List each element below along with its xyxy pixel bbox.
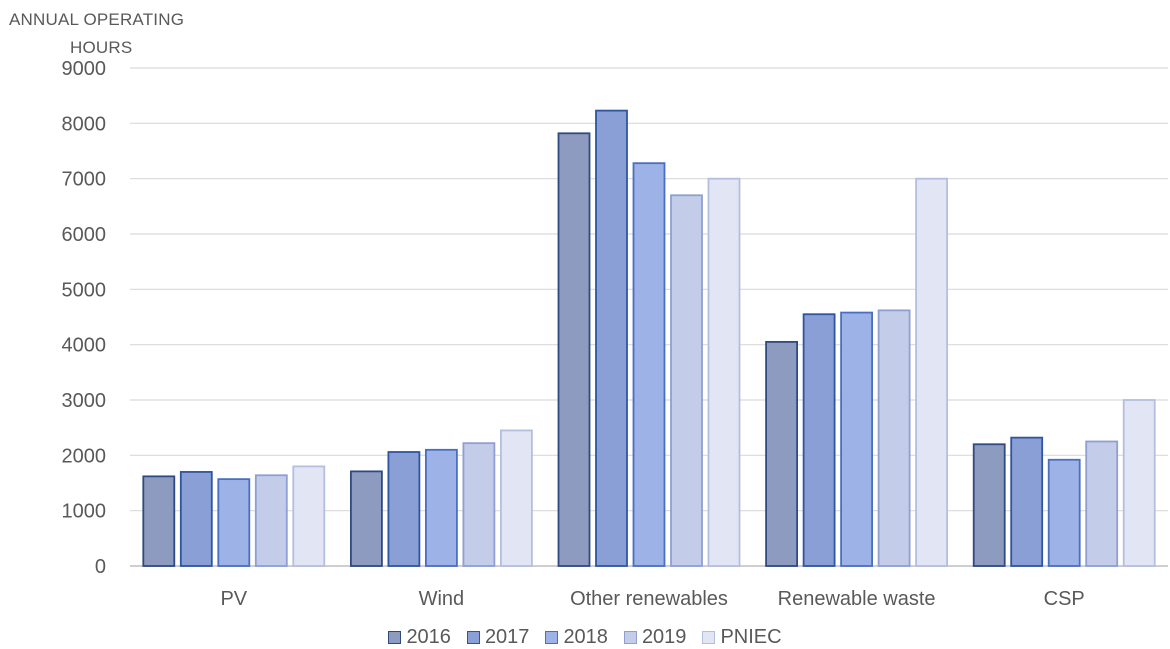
y-tick-label: 7000 — [62, 169, 107, 191]
bar-2018-0 — [217, 478, 251, 567]
bar-2017-4 — [1010, 436, 1044, 567]
bar-2018-1 — [424, 448, 458, 567]
y-axis-label-line-2: HOURS — [70, 38, 133, 57]
legend-swatch — [623, 631, 637, 644]
bar-pniec-2 — [707, 177, 741, 567]
legend-swatch — [388, 631, 402, 644]
y-axis-label-line-1: ANNUAL OPERATING — [9, 10, 185, 29]
bar-2019-3 — [877, 309, 911, 567]
bar-2016-0 — [142, 475, 176, 567]
legend-swatch — [702, 631, 716, 644]
x-tick-label: Other renewables — [570, 588, 728, 610]
bar-2016-4 — [972, 443, 1006, 567]
bar-2016-3 — [765, 340, 798, 567]
legend-label: 2018 — [563, 626, 608, 648]
bar-2018-3 — [840, 311, 873, 567]
y-tick-label: 1000 — [62, 501, 107, 523]
x-tick-label: CSP — [1044, 588, 1085, 610]
legend-item: PNIEC — [702, 626, 782, 649]
bar-2019-2 — [670, 194, 703, 567]
legend-item: 2018 — [545, 626, 608, 649]
bar-2019-4 — [1085, 440, 1119, 567]
y-tick-label: 9000 — [62, 58, 107, 80]
bar-2017-1 — [387, 451, 421, 567]
x-tick-label: Renewable waste — [778, 588, 936, 610]
legend-item: 2017 — [466, 626, 530, 649]
bar-2019-0 — [254, 474, 288, 567]
bar-pniec-0 — [292, 465, 326, 567]
y-tick-label: 8000 — [62, 113, 107, 135]
legend-item: 2016 — [388, 626, 451, 649]
legend-label: 2019 — [641, 626, 687, 648]
x-tick-label: PV — [220, 588, 247, 610]
y-tick-label: 4000 — [62, 335, 107, 357]
bar-pniec-4 — [1122, 399, 1156, 567]
bar-2018-4 — [1047, 458, 1081, 567]
y-tick-label: 5000 — [62, 279, 107, 301]
legend-swatch — [545, 631, 559, 644]
x-tick-label: Wind — [419, 588, 465, 610]
y-tick-label: 6000 — [62, 224, 107, 246]
bar-2016-1 — [349, 470, 383, 567]
legend-label: PNIEC — [720, 626, 782, 648]
y-tick-label: 3000 — [62, 390, 107, 412]
bar-2017-3 — [802, 313, 836, 567]
y-tick-label: 2000 — [62, 445, 107, 467]
bar-pniec-3 — [915, 177, 948, 567]
bar-2017-0 — [179, 471, 213, 567]
bar-2016-2 — [557, 132, 591, 567]
legend-label: 2017 — [484, 626, 530, 648]
legend: 2016 2017 2018 2019 PNIEC — [0, 626, 1170, 649]
legend-swatch — [466, 631, 480, 644]
bar-2017-2 — [595, 109, 628, 567]
bar-pniec-1 — [499, 429, 533, 567]
bar-2018-2 — [632, 162, 666, 567]
legend-label: 2016 — [406, 626, 451, 648]
legend-item: 2019 — [623, 626, 687, 649]
bar-2019-1 — [462, 442, 496, 567]
y-tick-label: 0 — [95, 556, 106, 578]
